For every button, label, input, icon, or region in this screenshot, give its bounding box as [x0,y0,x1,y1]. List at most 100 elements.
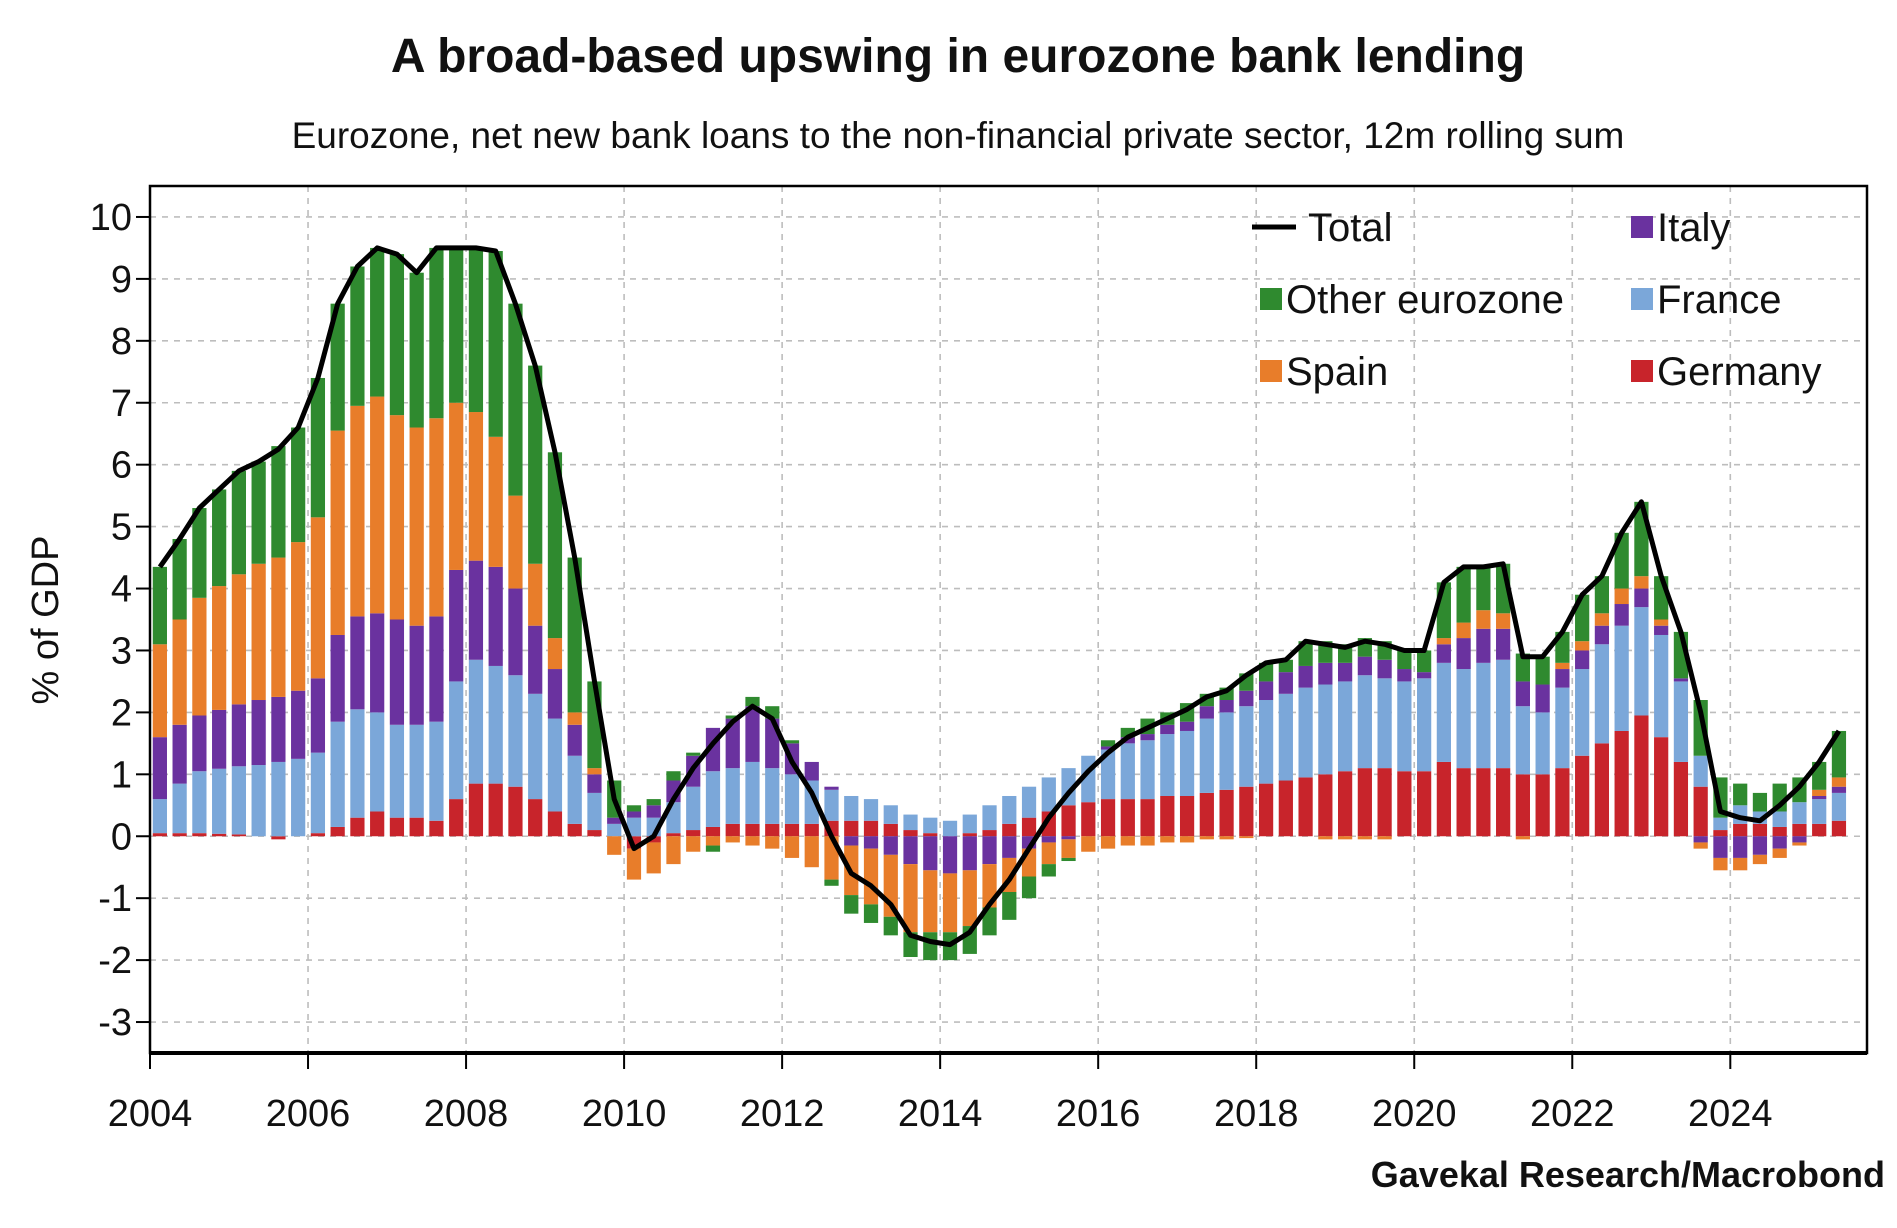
bar-italy [1239,690,1254,707]
bar-spain [1160,836,1175,843]
y-tick-label: 1 [111,754,132,796]
bar-italy [152,737,167,800]
bar-germany [1081,802,1096,837]
bar-other-eurozone [1614,532,1629,589]
bar-spain [745,836,760,846]
x-tick-label: 2010 [582,1093,667,1135]
bar-other-eurozone [508,303,523,496]
bar-other-eurozone [1752,792,1768,812]
bar-spain [1812,789,1827,796]
bar-other-eurozone [1417,650,1432,673]
bar-spain [863,848,879,905]
bar-france [1812,799,1827,824]
bar-france [607,823,622,837]
bar-germany [1160,795,1175,837]
bar-other-eurozone [844,895,859,914]
bar-france [310,752,326,834]
bar-italy [1397,669,1412,682]
bar-spain [508,495,523,589]
bar-other-eurozone [152,566,167,645]
bar-germany [1318,774,1333,837]
bar-germany [468,783,484,837]
bar-other-eurozone [883,916,898,936]
bar-other-eurozone [1002,891,1017,920]
bar-spain [152,644,167,738]
y-tick-label: 7 [111,383,132,425]
bar-france [1337,681,1353,772]
bar-other-eurozone [330,303,345,431]
bar-italy [231,704,247,767]
bar-other-eurozone [567,557,582,713]
bar-germany [370,811,385,837]
bar-germany [1061,805,1076,837]
bar-germany [962,833,977,837]
bar-other-eurozone [982,907,997,936]
bar-france [1179,730,1195,796]
bar-germany [1377,768,1392,837]
bar-italy [330,634,345,722]
bar-spain [1713,857,1728,871]
legend-france-label: France [1657,278,1782,322]
bar-france [1357,675,1372,769]
x-tick-label: 2024 [1688,1093,1773,1135]
bar-germany [1634,715,1649,837]
bar-france [982,805,997,831]
y-tick-label: 5 [111,507,132,549]
bar-italy [1535,684,1550,713]
bar-other-eurozone [1594,576,1610,614]
bar-spain [567,712,582,725]
bar-italy [310,678,326,753]
bar-france [765,768,780,824]
bar-italy [409,625,424,725]
bar-spain [192,597,207,716]
bar-spain [1496,613,1511,629]
bar-italy [903,836,918,865]
bar-spain [1594,613,1610,626]
bar-germany [1100,799,1116,837]
bar-italy [1555,669,1570,688]
bar-germany [389,817,405,837]
bar-italy [350,616,365,710]
bar-germany [1555,768,1570,837]
bar-italy [1417,672,1432,679]
legend-other-eurozone-label: Other eurozone [1286,278,1564,322]
bar-spain [804,836,819,868]
bar-france [844,795,859,821]
bar-france [1436,662,1451,762]
bar-spain [607,836,622,855]
bar-spain [1575,641,1590,651]
bar-italy [1377,659,1392,679]
bar-spain [1377,836,1392,840]
bar-spain [903,864,918,933]
bar-germany [429,820,444,837]
bar-other-eurozone [863,904,879,923]
total-line [157,245,1842,948]
bar-germany [172,833,187,837]
bar-spain [1831,777,1847,787]
bar-germany [1752,823,1768,837]
bar-france [1199,718,1214,793]
bar-italy [192,715,207,772]
bar-spain [1555,662,1570,670]
bar-italy [1476,628,1491,663]
y-tick-label: -3 [98,1002,132,1044]
y-axis-label: % of GDP [25,536,67,705]
legend-spain-swatch [1260,360,1282,382]
bar-italy [1199,706,1214,719]
bar-spain [942,873,958,933]
bar-italy [271,696,286,762]
bar-italy [1357,656,1372,676]
bar-italy [212,709,227,769]
x-tick-label: 2004 [108,1093,193,1135]
bar-italy [1733,836,1748,858]
bar-france [1397,681,1412,772]
bar-spain [251,563,266,701]
bar-italy [1812,795,1827,800]
bar-italy [883,836,898,855]
y-tick-label: 3 [111,630,132,672]
bar-italy [1219,700,1234,713]
bar-italy [172,724,187,784]
bar-italy [1792,836,1807,843]
bar-other-eurozone [547,452,563,639]
